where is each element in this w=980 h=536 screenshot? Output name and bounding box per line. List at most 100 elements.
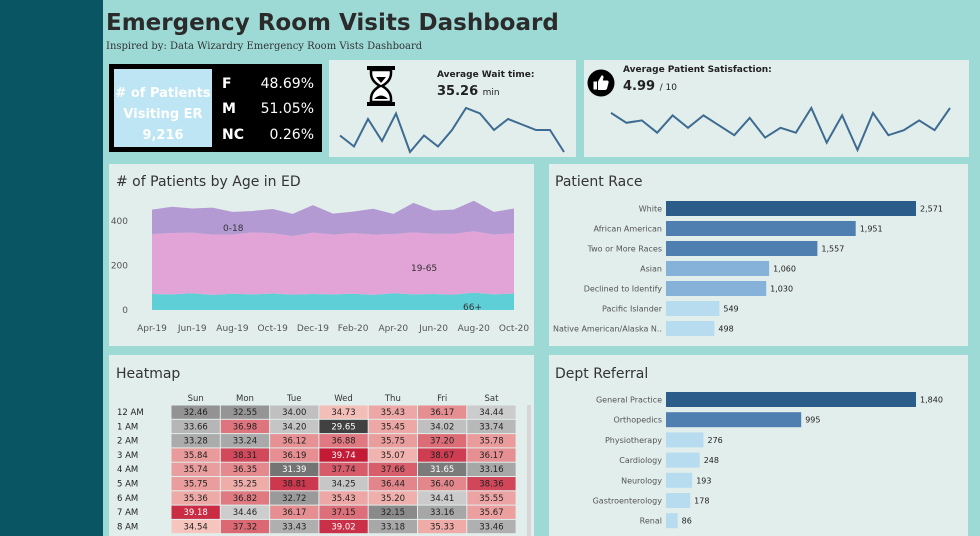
heatmap-cell-value: 33.24 [233, 437, 257, 447]
heatmap-cell [467, 405, 516, 419]
heatmap-row-label: 6 AM [117, 494, 138, 504]
heatmap-cell-value: 36.17 [282, 508, 306, 518]
heatmap-cell [467, 519, 516, 534]
heatmap-cell-value: 36.19 [282, 451, 306, 461]
dept-bar-chart: General Practice 1,840 Orthopedics 995 Physi… [593, 392, 943, 529]
x-tick-label: Apr-19 [137, 324, 167, 334]
heatmap-cell [467, 505, 516, 519]
heatmap-cell [270, 419, 319, 434]
heatmap-cell [270, 448, 319, 462]
race-bar [666, 241, 818, 256]
heatmap-cell-value: 33.16 [430, 508, 454, 518]
wait-time-sparkline [339, 106, 565, 154]
heatmap-cell-value: 38.36 [479, 480, 503, 490]
heatmap-cell [368, 519, 417, 534]
race-value-label: 1,951 [860, 225, 883, 234]
heatmap-cell-value: 35.43 [331, 494, 355, 504]
heatmap-cell [171, 405, 220, 419]
heatmap-cell-value: 35.55 [479, 494, 503, 504]
gender-label-f: F [222, 76, 232, 92]
y-tick-label: 200 [111, 261, 128, 271]
dept-value-label: 1,840 [920, 396, 943, 405]
heatmap-cell-value: 31.39 [282, 465, 306, 475]
age-chart-title: # of Patients by Age in ED [116, 174, 301, 190]
heatmap-row-label: 2 AM [117, 437, 138, 447]
race-chart-title: Patient Race [555, 174, 643, 190]
heatmap-cell-value: 39.74 [331, 451, 355, 461]
heatmap-cell-value: 34.02 [430, 422, 454, 432]
dept-category-label: Physiotherapy [605, 436, 662, 445]
heatmap-cell [467, 434, 516, 448]
heatmap-cell [418, 419, 467, 434]
gender-value-m: 51.05% [260, 101, 314, 117]
heatmap-cell-value: 34.46 [233, 508, 257, 518]
gender-label-m: M [222, 101, 236, 117]
x-tick-label: Feb-20 [338, 324, 369, 334]
satisfaction-card: Average Patient Satisfaction: 4.99 / 10 [584, 60, 969, 157]
area-0-18 [152, 200, 514, 237]
heatmap-row-label: 8 AM [117, 522, 138, 532]
race-category-label: White [639, 205, 662, 214]
heatmap-cell [220, 434, 270, 448]
x-tick-label: Aug-20 [458, 324, 491, 334]
heatmap-cell [220, 419, 270, 434]
heatmap-cell-value: 35.67 [479, 508, 503, 518]
satisfaction-trend-line [610, 105, 951, 153]
sidebar [0, 0, 103, 536]
annotation-19-65: 19-65 [411, 264, 437, 274]
heatmap-cell [467, 462, 516, 476]
heatmap-cell-value: 35.75 [381, 437, 405, 447]
x-tick-label: Jun-19 [177, 324, 207, 334]
heatmap-cell-value: 35.84 [183, 451, 207, 461]
annotation-66plus: 66+ [463, 303, 482, 313]
heatmap-cell [319, 477, 368, 491]
heatmap-cell-value: 33.74 [479, 422, 503, 432]
heatmap-cell-value: 35.25 [233, 480, 257, 490]
heatmap-title: Heatmap [116, 366, 181, 382]
heatmap-cell [171, 519, 220, 534]
heatmap-column-label: Mon [236, 394, 254, 404]
heatmap-cell-value: 35.75 [183, 480, 207, 490]
gender-value-f: 48.69% [260, 76, 314, 92]
heatmap-cell-value: 36.17 [430, 408, 454, 418]
heatmap-cell [270, 491, 319, 505]
heatmap-cell [171, 491, 220, 505]
race-bar [666, 321, 715, 336]
dept-chart-card: Dept Referral General Practice 1,840 Ortho… [549, 355, 968, 536]
heatmap-row-label: 1 AM [117, 422, 138, 432]
race-category-label: African American [594, 225, 663, 234]
heatmap-cell [368, 434, 417, 448]
patients-label-line2: Visiting ER [123, 107, 203, 122]
heatmap-cell [171, 462, 220, 476]
heatmap-cell [220, 477, 270, 491]
wait-time-card: Average Wait time: 35.26 min [329, 60, 576, 157]
heatmap-cell [319, 405, 368, 419]
heatmap-column-label: Sat [484, 394, 499, 404]
race-bar [666, 201, 916, 216]
heatmap-cell-value: 36.40 [430, 480, 454, 490]
heatmap-cell-value: 32.55 [233, 408, 257, 418]
heatmap-cell [418, 477, 467, 491]
satisfaction-sparkline [610, 105, 951, 153]
heatmap-cell [418, 462, 467, 476]
heatmap-cell-value: 34.44 [479, 408, 503, 418]
heatmap-cell-value: 33.18 [381, 522, 405, 532]
heatmap-cell [220, 491, 270, 505]
heatmap-cell-value: 36.12 [282, 437, 306, 447]
heatmap-cell-value: 33.16 [479, 465, 503, 475]
heatmap-cell [319, 434, 368, 448]
dept-bar [666, 392, 916, 407]
dept-value-label: 995 [805, 416, 820, 425]
race-bar [666, 261, 770, 276]
heatmap-cell-value: 34.20 [282, 422, 306, 432]
heatmap-cell-value: 32.15 [381, 508, 405, 518]
heatmap-cell-value: 33.43 [282, 522, 306, 532]
heatmap-row-label: 5 AM [117, 480, 138, 490]
heatmap-cell [319, 462, 368, 476]
heatmap-cell-value: 33.28 [183, 437, 207, 447]
heatmap-cell [171, 434, 220, 448]
race-value-label: 1,030 [770, 285, 793, 294]
gender-value-nc: 0.26% [269, 127, 314, 143]
heatmap-cell [368, 448, 417, 462]
x-tick-label: Jun-20 [418, 324, 448, 334]
